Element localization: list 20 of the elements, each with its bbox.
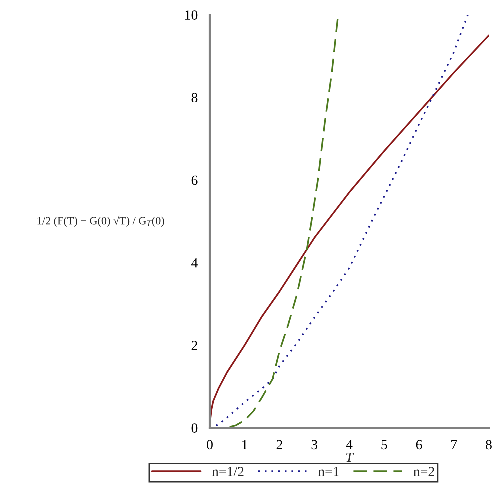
x-tick-label: 6	[416, 440, 422, 450]
y-axis-title: 1/2 (F(T) − G(0) √T) / G$_{T}$(0)	[38, 216, 164, 227]
x-tick-label: 1	[242, 440, 248, 450]
y-tick-label: 2	[192, 341, 198, 350]
x-tick-label: 8	[486, 440, 492, 450]
y-tick-label: 6	[192, 176, 198, 186]
x-tick-label: 3	[312, 440, 318, 450]
y-tick-label: 10	[186, 10, 198, 20]
legend-label: n=1	[318, 467, 339, 476]
legend-label: n=1/2	[212, 467, 244, 476]
y-tick-label: 4	[192, 258, 198, 268]
x-tick-label: 5	[382, 440, 388, 450]
x-axis-title: T	[346, 452, 354, 462]
x-tick-label: 2	[276, 440, 282, 450]
y-tick-label: 0	[192, 424, 198, 433]
x-tick-label: 7	[452, 440, 458, 450]
y-tick-label: 8	[192, 93, 198, 103]
x-tick-label: 4	[346, 440, 353, 450]
legend-label: n=2	[414, 467, 434, 476]
x-tick-label: 0	[207, 440, 213, 450]
